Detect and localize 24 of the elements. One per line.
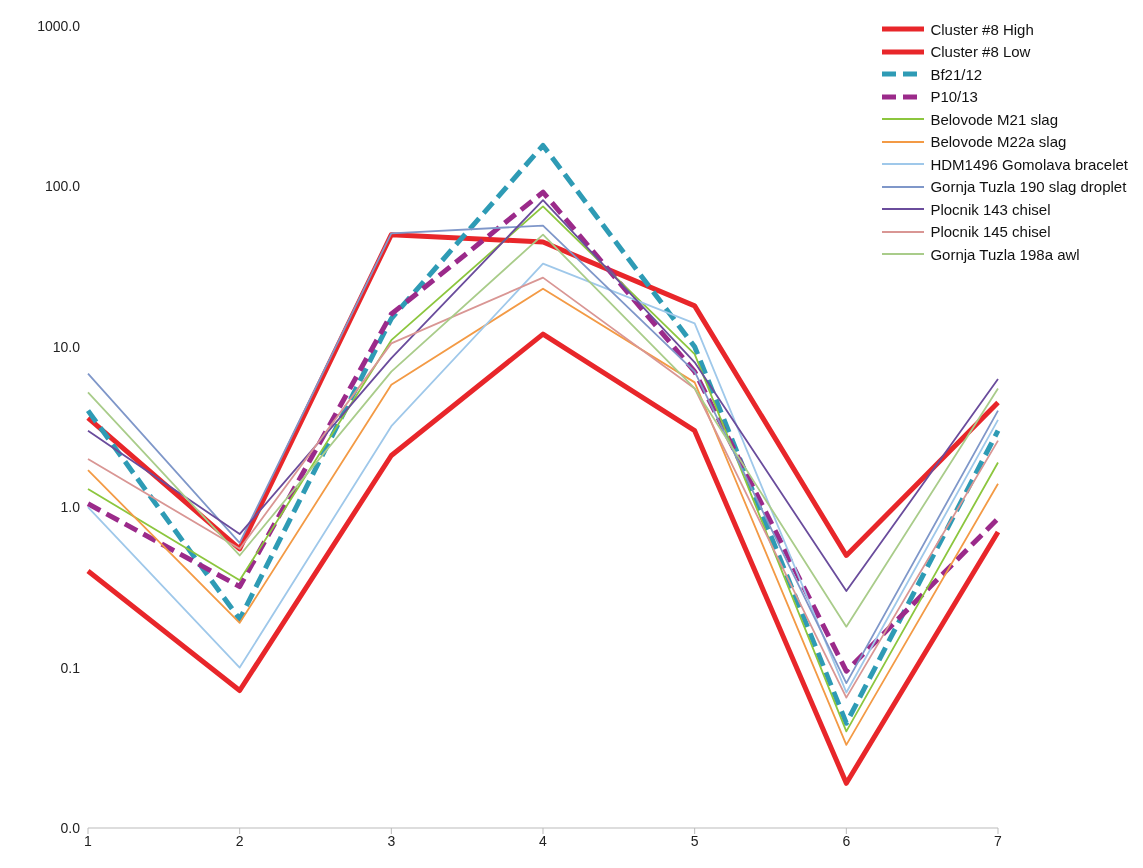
legend-label: Cluster #8 High xyxy=(930,20,1034,38)
legend-label: Plocnik 143 chisel xyxy=(930,200,1051,218)
y-tick-label: 100.0 xyxy=(44,178,81,195)
x-tick-label: 7 xyxy=(994,832,1003,849)
x-tick-label: 3 xyxy=(387,832,396,849)
x-tick-label: 2 xyxy=(235,832,244,849)
y-tick-label: 1.0 xyxy=(60,499,81,516)
y-tick-label: 1000.0 xyxy=(37,17,81,34)
legend-label: Belovode M22a slag xyxy=(930,133,1067,151)
legend-label: P10/13 xyxy=(930,88,978,106)
y-tick-label: 10.0 xyxy=(52,338,81,355)
y-tick-label: 0.1 xyxy=(60,659,81,676)
y-tick-label: 0.0 xyxy=(60,819,81,836)
legend-label: Cluster #8 Low xyxy=(930,43,1031,61)
x-tick-label: 4 xyxy=(539,832,548,849)
legend-label: Plocnik 145 chisel xyxy=(930,223,1051,241)
x-tick-label: 1 xyxy=(84,832,93,849)
legend-label: Gornja Tuzla 190 slag droplet xyxy=(930,178,1127,196)
legend-label: Bf21/12 xyxy=(930,65,983,83)
x-tick-label: 6 xyxy=(842,832,851,849)
legend-label: Belovode M21 slag xyxy=(930,110,1058,128)
x-tick-label: 5 xyxy=(690,832,699,849)
legend-label: Gornja Tuzla 198a awl xyxy=(930,245,1080,263)
legend-label: HDM1496 Gomolava bracelet xyxy=(930,155,1128,173)
